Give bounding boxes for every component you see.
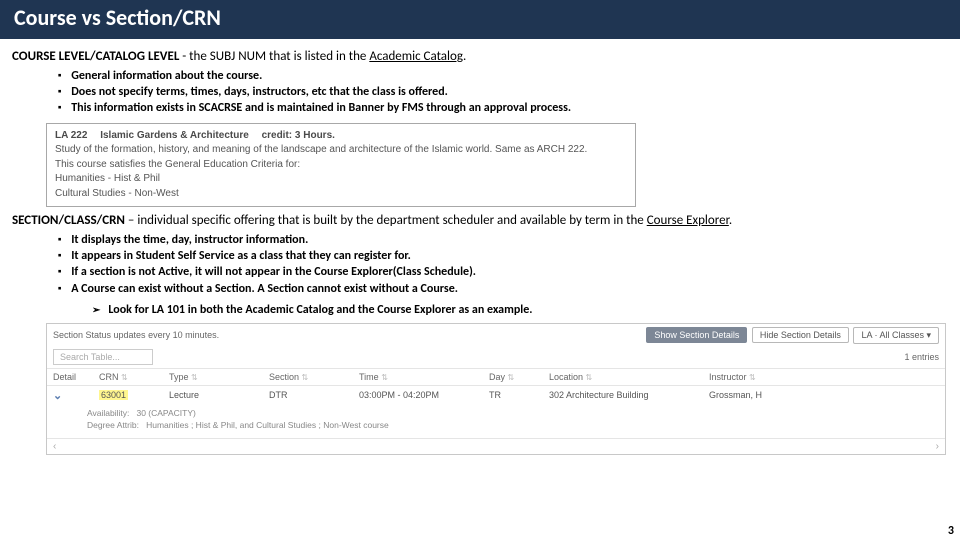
catalog-desc: Study of the formation, history, and mea… <box>55 143 627 158</box>
explorer-status-text: Section Status updates every 10 minutes. <box>53 330 219 340</box>
list-item: A Course can exist without a Section. A … <box>58 281 948 297</box>
section-level-dash: – <box>125 213 137 228</box>
hide-section-details-button[interactable]: Hide Section Details <box>752 327 849 343</box>
gened-value: Humanities ; Hist & Phil, and Cultural S… <box>146 420 389 430</box>
section-table: Detail CRN ⇅ Type ⇅ Section ⇅ Time ⇅ Day… <box>47 368 945 405</box>
search-input[interactable]: Search Table... <box>53 349 153 365</box>
type-value: Lecture <box>163 385 263 405</box>
page-number: 3 <box>948 524 954 538</box>
course-level-desc-prefix: - the SUBJ NUM that is listed in the <box>179 49 369 64</box>
horizontal-scrollbar[interactable]: ‹ › <box>47 438 945 454</box>
page-title: Course vs Section/CRN <box>0 0 960 39</box>
scroll-left-icon[interactable]: ‹ <box>53 441 56 452</box>
course-level-heading: COURSE LEVEL/CATALOG LEVEL - the SUBJ NU… <box>12 49 948 64</box>
sort-icon[interactable]: ⇅ <box>586 373 593 382</box>
course-explorer-excerpt: Section Status updates every 10 minutes.… <box>46 323 946 455</box>
section-level-heading: SECTION/CLASS/CRN – individual specific … <box>12 213 948 228</box>
catalog-gened-intro: This course satisfies the General Educat… <box>55 158 627 173</box>
catalog-gened-1: Humanities - Hist & Phil <box>55 172 627 187</box>
catalog-gened-2: Cultural Studies - Non-West <box>55 187 627 202</box>
sort-icon[interactable]: ⇅ <box>381 373 388 382</box>
section-level-subbullets: Look for LA 101 in both the Academic Cat… <box>92 303 948 317</box>
avail-label: Availability: <box>87 408 129 418</box>
course-level-label: COURSE LEVEL/CATALOG LEVEL <box>12 49 179 64</box>
course-level-desc-suffix: . <box>463 49 466 64</box>
section-level-desc-prefix: individual specific offering that is bui… <box>137 213 646 228</box>
time-value: 03:00PM - 04:20PM <box>353 385 483 405</box>
catalog-course-title: Islamic Gardens & Architecture <box>100 130 249 141</box>
sort-icon[interactable]: ⇅ <box>749 373 756 382</box>
catalog-course-code: LA 222 <box>55 130 87 141</box>
section-value: DTR <box>263 385 353 405</box>
crn-value[interactable]: 63001 <box>99 390 128 400</box>
catalog-excerpt: LA 222 Islamic Gardens & Architecture cr… <box>46 123 636 208</box>
course-explorer-link[interactable]: Course Explorer <box>647 213 729 228</box>
col-section[interactable]: Section <box>269 372 299 382</box>
show-section-details-button[interactable]: Show Section Details <box>646 327 747 343</box>
catalog-credit-label: credit: 3 Hours. <box>262 130 335 141</box>
table-row: ⌄ 63001 Lecture DTR 03:00PM - 04:20PM TR… <box>47 385 945 405</box>
list-item: It appears in Student Self Service as a … <box>58 248 948 264</box>
section-level-label: SECTION/CLASS/CRN <box>12 213 125 228</box>
list-item: It displays the time, day, instructor in… <box>58 232 948 248</box>
entries-count: 1 entries <box>904 352 939 362</box>
scroll-right-icon[interactable]: › <box>936 441 939 452</box>
section-level-bullets: It displays the time, day, instructor in… <box>58 232 948 297</box>
sort-icon[interactable]: ⇅ <box>302 373 309 382</box>
list-item: Look for LA 101 in both the Academic Cat… <box>92 303 948 317</box>
sort-icon[interactable]: ⇅ <box>508 373 515 382</box>
sort-icon[interactable]: ⇅ <box>121 373 128 382</box>
class-filter-dropdown[interactable]: LA · All Classes ▾ <box>853 327 939 344</box>
gened-label: Degree Attrib: <box>87 420 139 430</box>
list-item: If a section is not Active, it will not … <box>58 264 948 280</box>
sort-icon[interactable]: ⇅ <box>191 373 198 382</box>
list-item: This information exists in SCACRSE and i… <box>58 100 948 116</box>
col-location[interactable]: Location <box>549 372 583 382</box>
section-level-desc-suffix: . <box>729 213 732 228</box>
col-instructor[interactable]: Instructor <box>709 372 747 382</box>
day-value: TR <box>483 385 543 405</box>
col-detail[interactable]: Detail <box>47 368 93 385</box>
avail-value: 30 (CAPACITY) <box>136 408 195 418</box>
col-type[interactable]: Type <box>169 372 189 382</box>
list-item: General information about the course. <box>58 68 948 84</box>
course-level-bullets: General information about the course. Do… <box>58 68 948 117</box>
col-crn[interactable]: CRN <box>99 372 119 382</box>
instructor-value: Grossman, H <box>703 385 945 405</box>
location-value: 302 Architecture Building <box>543 385 703 405</box>
chevron-down-icon[interactable]: ⌄ <box>53 390 62 402</box>
academic-catalog-link[interactable]: Academic Catalog <box>369 49 463 64</box>
section-detail-panel: Availability: 30 (CAPACITY) Degree Attri… <box>47 405 945 438</box>
col-day[interactable]: Day <box>489 372 505 382</box>
list-item: Does not specify terms, times, days, ins… <box>58 84 948 100</box>
col-time[interactable]: Time <box>359 372 379 382</box>
